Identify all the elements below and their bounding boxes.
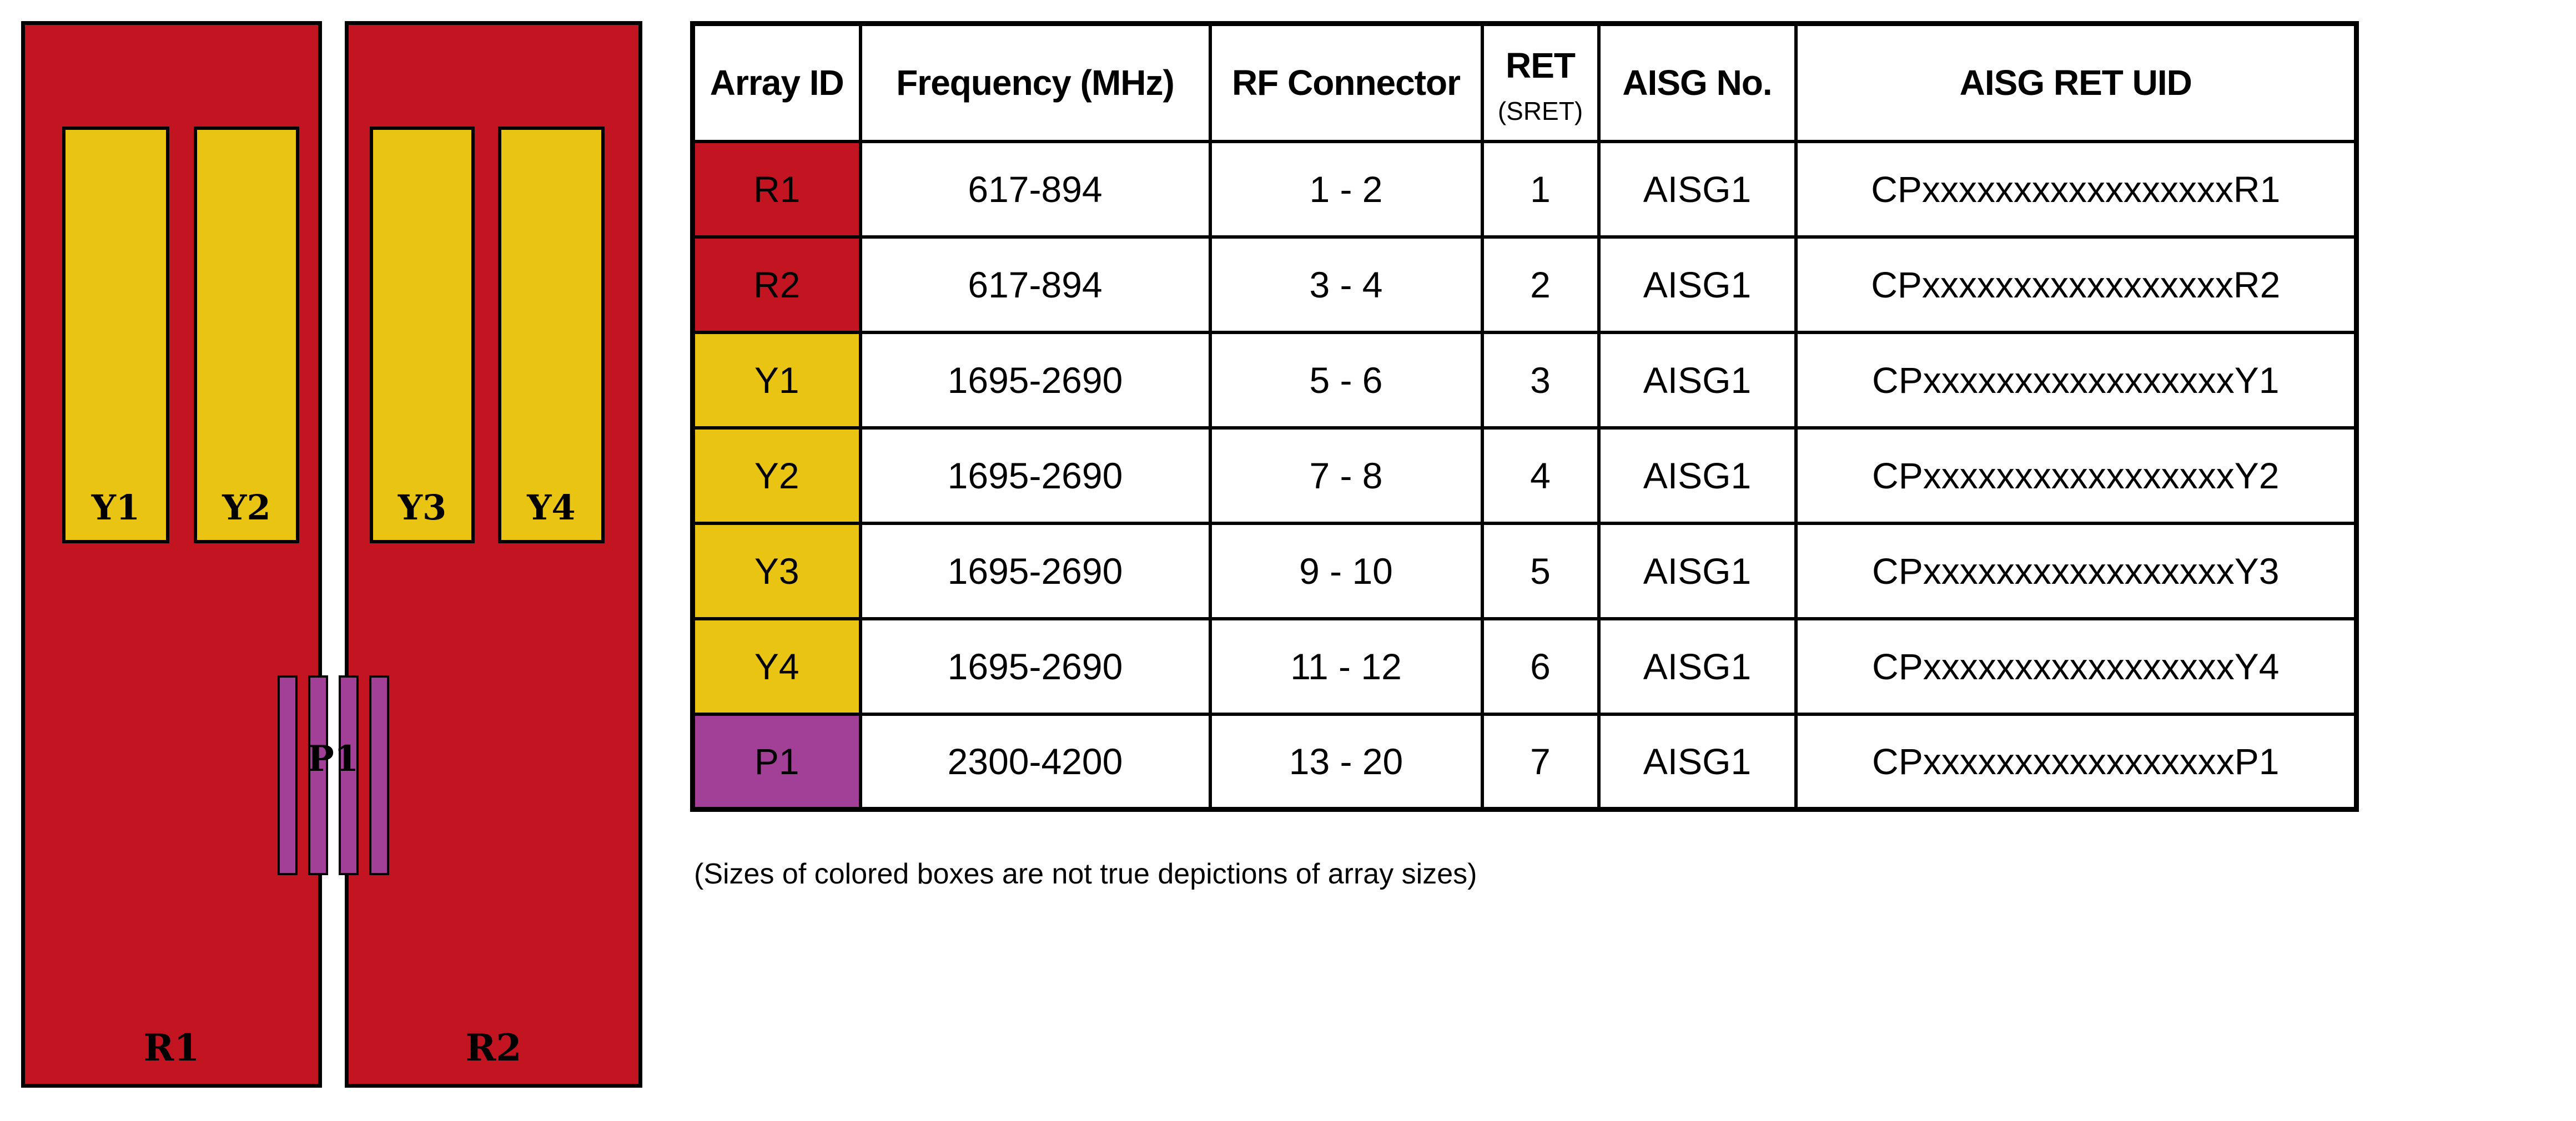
header-rf-connector: RF Connector — [1208, 22, 1484, 143]
panel-label-r1: R1 — [143, 1026, 200, 1069]
array-label-y1: Y1 — [91, 487, 140, 528]
yellow-array-box-y1: Y1 — [62, 127, 169, 543]
aisg-no-cell: AISG1 — [1597, 712, 1798, 811]
rf-connector-cell: 11 - 12 — [1208, 617, 1484, 716]
array-label-y3: Y3 — [398, 487, 447, 528]
purple-array-stripe-4 — [369, 675, 389, 875]
purple-array-stripe-2 — [308, 675, 328, 875]
table-row: R1 617-894 1 - 2 1 AISG1 CPxxxxxxxxxxxxx… — [691, 139, 2358, 239]
header-ret-sret: RET (SRET) — [1480, 22, 1601, 143]
array-label-p1: P1 — [307, 738, 359, 780]
ret-cell: 3 — [1480, 330, 1601, 430]
frequency-cell: 1695-2690 — [858, 330, 1212, 430]
aisg-ret-uid-cell: CPxxxxxxxxxxxxxxxxxR2 — [1794, 235, 2358, 334]
yellow-array-box-y2: Y2 — [194, 127, 299, 543]
aisg-ret-uid-cell: CPxxxxxxxxxxxxxxxxxR1 — [1794, 139, 2358, 239]
aisg-no-cell: AISG1 — [1597, 139, 1798, 239]
frequency-cell: 617-894 — [858, 139, 1212, 239]
aisg-ret-uid-cell: CPxxxxxxxxxxxxxxxxxY3 — [1794, 521, 2358, 620]
table-row: Y1 1695-2690 5 - 6 3 AISG1 CPxxxxxxxxxxx… — [691, 330, 2358, 430]
table-row: P1 2300-4200 13 - 20 7 AISG1 CPxxxxxxxxx… — [691, 712, 2358, 811]
rf-connector-cell: 9 - 10 — [1208, 521, 1484, 620]
ret-cell: 7 — [1480, 712, 1601, 811]
purple-array-stripe-1 — [278, 675, 298, 875]
aisg-ret-uid-cell: CPxxxxxxxxxxxxxxxxxY4 — [1794, 617, 2358, 716]
aisg-no-cell: AISG1 — [1597, 617, 1798, 716]
header-aisg-no: AISG No. — [1597, 22, 1798, 143]
array-id-cell: Y3 — [691, 521, 862, 620]
array-id-cell: P1 — [691, 712, 862, 811]
array-spec-table: Array ID Frequency (MHz) RF Connector RE… — [690, 21, 2359, 812]
rf-connector-cell: 5 - 6 — [1208, 330, 1484, 430]
red-array-panel-r2: Y3 Y4 R2 — [345, 21, 642, 1088]
aisg-ret-uid-cell: CPxxxxxxxxxxxxxxxxxP1 — [1794, 712, 2358, 811]
yellow-array-box-y4: Y4 — [498, 127, 605, 543]
yellow-array-box-y3: Y3 — [370, 127, 475, 543]
array-id-cell: R2 — [691, 235, 862, 334]
rf-connector-cell: 13 - 20 — [1208, 712, 1484, 811]
array-label-y4: Y4 — [527, 487, 576, 528]
table-row: R2 617-894 3 - 4 2 AISG1 CPxxxxxxxxxxxxx… — [691, 235, 2358, 334]
rf-connector-cell: 1 - 2 — [1208, 139, 1484, 239]
frequency-cell: 1695-2690 — [858, 521, 1212, 620]
frequency-cell: 1695-2690 — [858, 617, 1212, 716]
aisg-no-cell: AISG1 — [1597, 330, 1798, 430]
red-array-panel-r1: Y1 Y2 R1 — [21, 21, 322, 1088]
table-row: Y4 1695-2690 11 - 12 6 AISG1 CPxxxxxxxxx… — [691, 617, 2358, 716]
header-frequency: Frequency (MHz) — [858, 22, 1212, 143]
rf-connector-cell: 3 - 4 — [1208, 235, 1484, 334]
frequency-cell: 1695-2690 — [858, 426, 1212, 525]
array-id-cell: R1 — [691, 139, 862, 239]
panel-label-r2: R2 — [465, 1026, 522, 1069]
table-header-row: Array ID Frequency (MHz) RF Connector RE… — [691, 22, 2358, 143]
aisg-no-cell: AISG1 — [1597, 426, 1798, 525]
frequency-cell: 617-894 — [858, 235, 1212, 334]
header-ret-line2: (SRET) — [1497, 97, 1583, 126]
ret-cell: 1 — [1480, 139, 1601, 239]
ret-cell: 5 — [1480, 521, 1601, 620]
rf-connector-cell: 7 - 8 — [1208, 426, 1484, 525]
header-aisg-ret-uid: AISG RET UID — [1794, 22, 2358, 143]
table-row: Y3 1695-2690 9 - 10 5 AISG1 CPxxxxxxxxxx… — [691, 521, 2358, 620]
ret-cell: 4 — [1480, 426, 1601, 525]
footnote-text: (Sizes of colored boxes are not true dep… — [694, 858, 1477, 890]
ret-cell: 6 — [1480, 617, 1601, 716]
header-array-id: Array ID — [691, 22, 862, 143]
table-row: Y2 1695-2690 7 - 8 4 AISG1 CPxxxxxxxxxxx… — [691, 426, 2358, 525]
array-id-cell: Y1 — [691, 330, 862, 430]
table-body: R1 617-894 1 - 2 1 AISG1 CPxxxxxxxxxxxxx… — [691, 139, 2358, 811]
aisg-ret-uid-cell: CPxxxxxxxxxxxxxxxxxY1 — [1794, 330, 2358, 430]
purple-array-stripe-3 — [339, 675, 359, 875]
aisg-ret-uid-cell: CPxxxxxxxxxxxxxxxxxY2 — [1794, 426, 2358, 525]
array-label-y2: Y2 — [222, 487, 271, 528]
aisg-no-cell: AISG1 — [1597, 521, 1798, 620]
header-ret-line1: RET — [1506, 46, 1576, 86]
frequency-cell: 2300-4200 — [858, 712, 1212, 811]
ret-cell: 2 — [1480, 235, 1601, 334]
array-id-cell: Y4 — [691, 617, 862, 716]
array-id-cell: Y2 — [691, 426, 862, 525]
aisg-no-cell: AISG1 — [1597, 235, 1798, 334]
